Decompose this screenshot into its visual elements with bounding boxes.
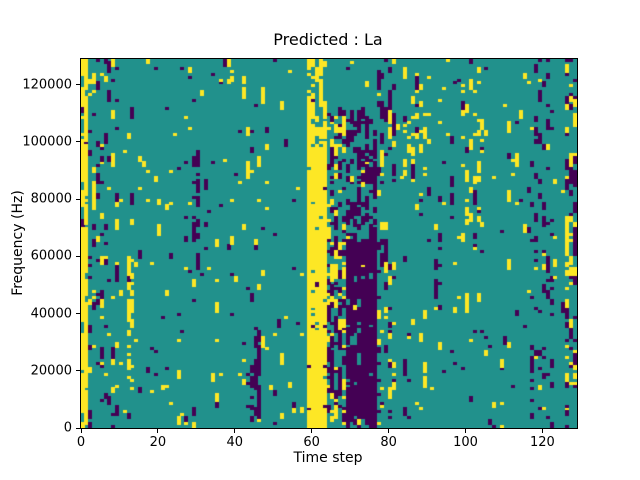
y-tick-mark [76,370,80,372]
y-tick-label: 60000 [30,248,72,264]
x-axis-label: Time step [293,450,363,466]
y-tick-mark [76,84,80,86]
y-tick-label: 20000 [30,363,72,379]
x-tick-label: 100 [453,435,478,450]
x-tick-mark [311,429,313,433]
y-tick-label: 40000 [30,306,72,322]
x-tick-mark [80,429,82,433]
y-tick-mark [76,141,80,143]
x-tick-mark [388,429,390,433]
x-tick-label: 120 [529,435,555,450]
x-tick-mark [234,429,236,433]
chart-title: Predicted : La [273,30,383,49]
y-tick-mark [76,198,80,200]
y-tick-label: 120000 [22,77,72,93]
x-tick-mark [157,429,159,433]
x-tick-mark [541,429,543,433]
y-tick-mark [76,255,80,257]
x-tick-label: 40 [226,435,244,450]
y-axis-label: Frequency (Hz) [10,190,26,296]
y-tick-label: 80000 [30,191,72,207]
y-tick-mark [76,313,80,315]
y-tick-mark [76,427,80,429]
x-tick-label: 80 [380,435,397,450]
x-tick-label: 0 [76,435,86,450]
y-tick-label: 100000 [22,134,72,150]
plot-area [80,58,578,429]
x-tick-label: 20 [149,435,167,450]
x-tick-mark [464,429,466,433]
heatmap-canvas [81,59,577,428]
y-tick-label: 0 [63,420,72,436]
x-tick-label: 60 [303,435,320,450]
